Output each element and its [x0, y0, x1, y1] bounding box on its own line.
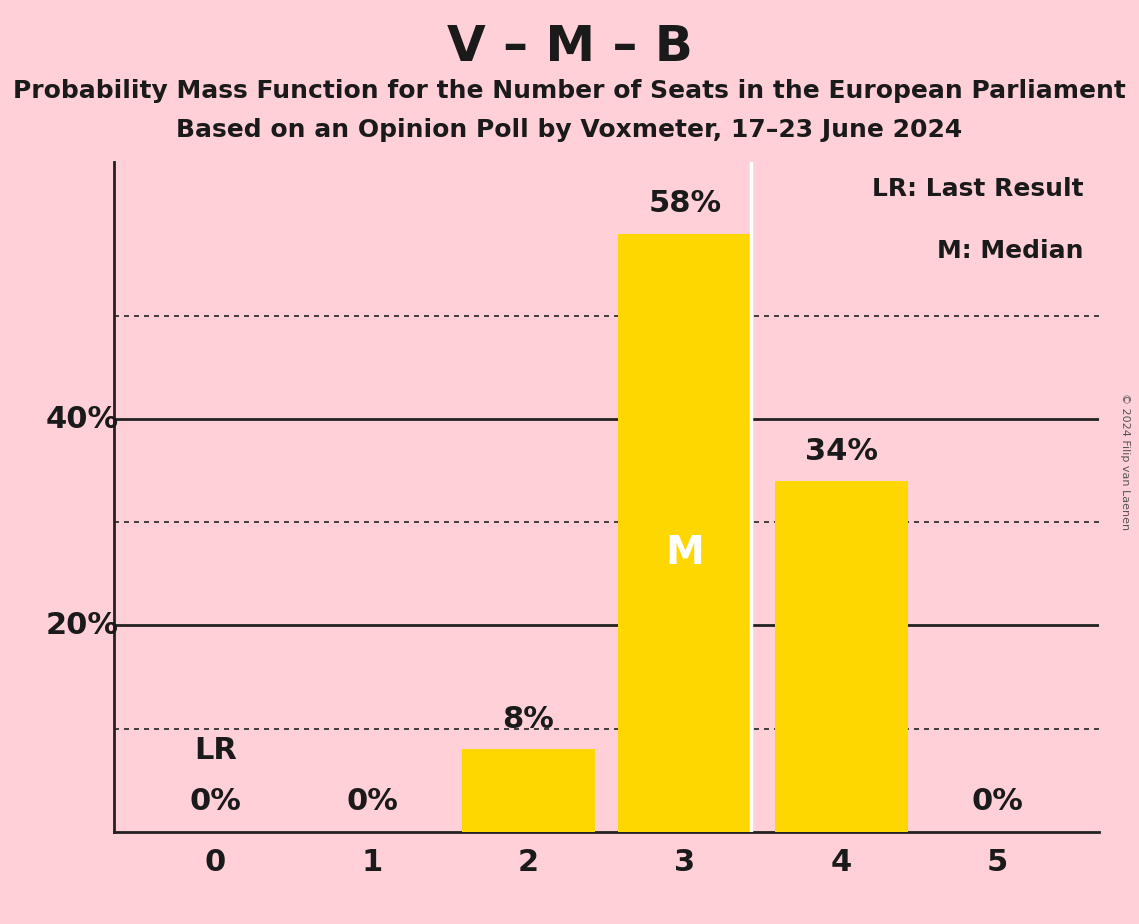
- Text: M: M: [665, 534, 704, 572]
- Text: 8%: 8%: [502, 705, 555, 734]
- Text: 0%: 0%: [346, 787, 398, 816]
- Text: 58%: 58%: [648, 189, 721, 218]
- Text: LR: LR: [194, 736, 237, 765]
- Text: 40%: 40%: [46, 405, 118, 434]
- Text: 34%: 34%: [804, 437, 877, 466]
- Text: 0%: 0%: [972, 787, 1024, 816]
- Bar: [775, 481, 908, 832]
- Text: Based on an Opinion Poll by Voxmeter, 17–23 June 2024: Based on an Opinion Poll by Voxmeter, 17…: [177, 118, 962, 142]
- Text: M: Median: M: Median: [937, 239, 1083, 263]
- Bar: [461, 749, 595, 832]
- Text: V – M – B: V – M – B: [446, 23, 693, 71]
- Text: © 2024 Filip van Laenen: © 2024 Filip van Laenen: [1121, 394, 1130, 530]
- Text: 20%: 20%: [46, 611, 118, 640]
- Text: 0%: 0%: [189, 787, 241, 816]
- Bar: [618, 234, 752, 832]
- Text: LR: Last Result: LR: Last Result: [871, 177, 1083, 201]
- Text: Probability Mass Function for the Number of Seats in the European Parliament: Probability Mass Function for the Number…: [13, 79, 1126, 103]
